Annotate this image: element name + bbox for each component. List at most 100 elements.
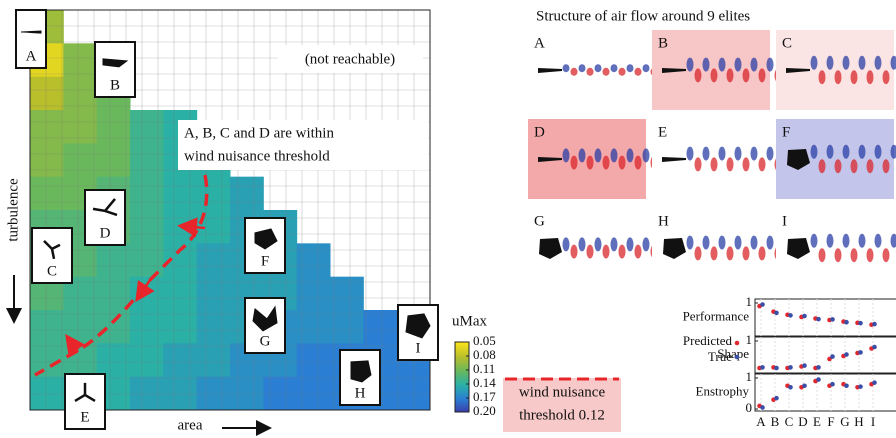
colorbar-title: uMax bbox=[452, 313, 487, 329]
heatmap-cell bbox=[296, 276, 331, 311]
elite-label: H bbox=[355, 385, 366, 401]
heatmap-cell bbox=[30, 76, 64, 111]
colorbar-segment bbox=[455, 378, 469, 381]
wake-vortex bbox=[634, 155, 642, 170]
heatmap-cell bbox=[230, 376, 264, 411]
wake-vortex bbox=[602, 155, 610, 170]
wake-vortex bbox=[766, 57, 774, 72]
colorbar-segment bbox=[455, 364, 469, 367]
wake-vortex bbox=[578, 64, 586, 73]
wake-vortex bbox=[578, 148, 586, 163]
flow-shape bbox=[538, 157, 562, 162]
colorbar-tick-label: 0.05 bbox=[473, 333, 496, 348]
colorbar-segment bbox=[455, 361, 469, 364]
heatmap-cell bbox=[63, 143, 98, 178]
true-point bbox=[858, 320, 863, 326]
wake-vortex bbox=[874, 55, 882, 70]
colorbar-segment bbox=[455, 368, 469, 371]
colorbar-tick-label: 0.17 bbox=[473, 389, 496, 404]
legend-predicted: Predicted bbox=[683, 333, 733, 348]
heatmap-cell bbox=[130, 243, 164, 278]
heatmap-cell bbox=[196, 343, 231, 378]
x-tick-label: C bbox=[785, 414, 794, 429]
wake-vortex bbox=[842, 55, 850, 70]
wake-vortex bbox=[594, 148, 602, 163]
wake-vortex bbox=[618, 155, 626, 170]
colorbar-segment bbox=[455, 370, 469, 373]
colorbar-segment bbox=[455, 371, 469, 374]
wake-vortex bbox=[626, 237, 634, 252]
wake-vortex bbox=[890, 233, 896, 248]
true-point bbox=[802, 363, 807, 368]
y-tick-label: 1 bbox=[746, 369, 753, 384]
wake-vortex bbox=[818, 70, 826, 85]
colorbar-segment bbox=[455, 350, 469, 353]
x-tick-label: I bbox=[871, 414, 875, 429]
flow-panel-label: E bbox=[658, 124, 667, 140]
flow-panel-label: B bbox=[658, 35, 668, 51]
wake-vortex bbox=[734, 235, 742, 250]
heatmap-cell bbox=[130, 110, 164, 144]
flow-shape bbox=[662, 68, 686, 73]
legend-true: True bbox=[708, 349, 732, 364]
heatmap-cell bbox=[96, 143, 131, 178]
wake-vortex bbox=[610, 237, 618, 252]
y-tick-label: 1 bbox=[746, 332, 753, 347]
wake-vortex bbox=[562, 148, 570, 163]
wake-vortex bbox=[642, 237, 650, 252]
wake-vortex bbox=[726, 68, 734, 83]
colorbar-tick-label: 0.14 bbox=[473, 375, 496, 390]
elite-shape bbox=[405, 313, 431, 339]
heatmap-cell bbox=[296, 310, 331, 344]
wake-vortex bbox=[718, 146, 726, 161]
wake-vortex bbox=[866, 70, 874, 85]
wake-vortex bbox=[874, 144, 882, 159]
wake-vortex bbox=[602, 67, 610, 76]
wake-vortex bbox=[570, 67, 578, 76]
heatmap-cell bbox=[263, 376, 298, 411]
wake-vortex bbox=[642, 148, 650, 163]
wake-vortex bbox=[826, 55, 834, 70]
colorbar-tick-label: 0.20 bbox=[473, 403, 496, 418]
elite-label: G bbox=[260, 333, 271, 349]
wake-vortex bbox=[610, 64, 618, 73]
wake-vortex bbox=[562, 64, 570, 73]
heatmap-frame bbox=[29, 9, 431, 411]
colorbar-segment bbox=[455, 373, 469, 376]
wake-vortex bbox=[834, 159, 842, 174]
wake-vortex bbox=[882, 70, 890, 85]
wake-vortex bbox=[626, 64, 634, 73]
x-tick-label: E bbox=[813, 414, 821, 429]
colorbar-segment bbox=[455, 385, 469, 388]
heatmap-cell bbox=[96, 310, 131, 344]
wake-vortex bbox=[602, 244, 610, 259]
true-point bbox=[872, 321, 877, 327]
wake-vortex bbox=[686, 235, 694, 250]
heatmap-cell bbox=[96, 110, 131, 144]
wake-vortex bbox=[842, 144, 850, 159]
true-point bbox=[844, 352, 849, 357]
wake-vortex bbox=[726, 246, 734, 261]
heatmap-cell bbox=[96, 343, 131, 378]
colorbar-segment bbox=[455, 377, 469, 380]
heatmap-cell bbox=[63, 343, 98, 378]
wake-vortex bbox=[826, 233, 834, 248]
heatmap-cell bbox=[163, 376, 198, 411]
heatmap-cell bbox=[296, 343, 331, 378]
flow-panel-label: A bbox=[534, 35, 545, 51]
colorbar-segment bbox=[455, 384, 469, 387]
wake-vortex bbox=[586, 244, 594, 259]
wake-vortex bbox=[766, 146, 774, 161]
wake-vortex bbox=[750, 235, 758, 250]
y-tick-label: 0 bbox=[746, 400, 753, 415]
wake-vortex bbox=[634, 244, 642, 259]
heatmap-cell bbox=[63, 110, 98, 144]
wake-vortex bbox=[734, 146, 742, 161]
elite-label: A bbox=[26, 48, 37, 64]
colorbar-tick-label: 0.08 bbox=[473, 347, 496, 362]
true-point bbox=[760, 365, 765, 370]
heatmap-panel: (not reachable) A, B, C and D are within w… bbox=[15, 9, 439, 430]
heatmap-cell bbox=[296, 243, 331, 278]
true-point bbox=[830, 354, 835, 359]
legend-true-marker bbox=[734, 354, 740, 360]
